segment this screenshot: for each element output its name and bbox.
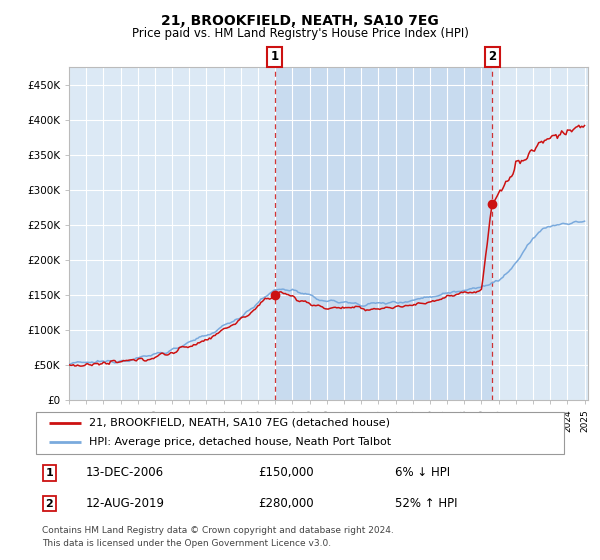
FancyBboxPatch shape	[36, 412, 564, 454]
Text: £150,000: £150,000	[258, 466, 313, 479]
Text: £280,000: £280,000	[258, 497, 313, 510]
Text: Price paid vs. HM Land Registry's House Price Index (HPI): Price paid vs. HM Land Registry's House …	[131, 27, 469, 40]
Text: 21, BROOKFIELD, NEATH, SA10 7EG: 21, BROOKFIELD, NEATH, SA10 7EG	[161, 14, 439, 28]
Text: 12-AUG-2019: 12-AUG-2019	[86, 497, 165, 510]
Text: HPI: Average price, detached house, Neath Port Talbot: HPI: Average price, detached house, Neat…	[89, 437, 391, 447]
Text: 52% ↑ HPI: 52% ↑ HPI	[395, 497, 458, 510]
Text: 2: 2	[488, 50, 496, 63]
Bar	[275, 67, 492, 400]
Text: 21, BROOKFIELD, NEATH, SA10 7EG (detached house): 21, BROOKFIELD, NEATH, SA10 7EG (detache…	[89, 418, 390, 428]
Text: 2: 2	[46, 498, 53, 508]
Text: 1: 1	[271, 50, 278, 63]
Text: 13-DEC-2006: 13-DEC-2006	[86, 466, 164, 479]
Text: 6% ↓ HPI: 6% ↓ HPI	[395, 466, 450, 479]
Text: Contains HM Land Registry data © Crown copyright and database right 2024.
This d: Contains HM Land Registry data © Crown c…	[42, 526, 394, 548]
Text: 1: 1	[46, 468, 53, 478]
